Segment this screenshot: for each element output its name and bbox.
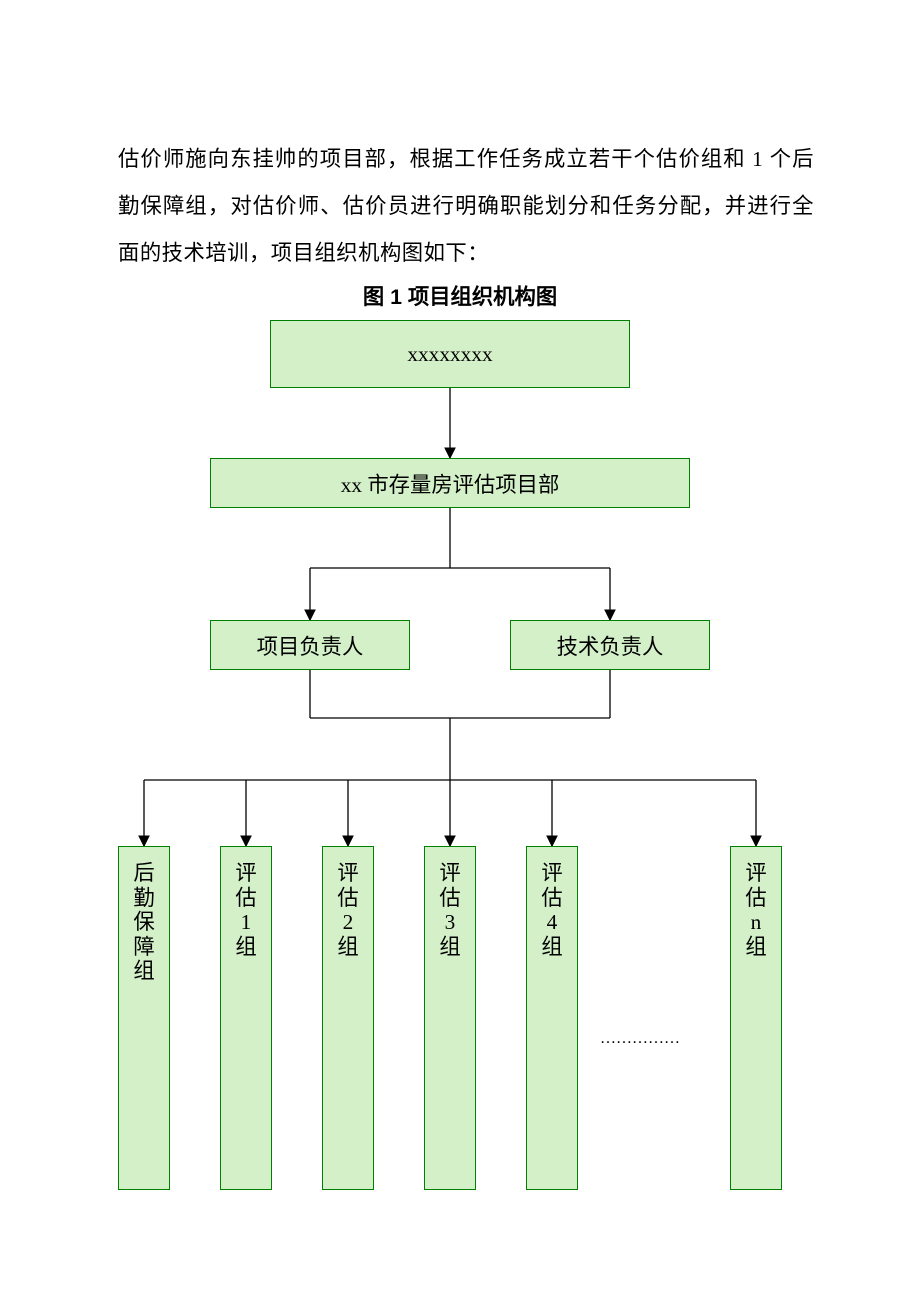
- node-log: 后勤保障组: [118, 846, 170, 1190]
- page: 估价师施向东挂帅的项目部，根据工作任务成立若干个估价组和 1 个后勤保障组，对估…: [0, 0, 920, 1302]
- node-root: xxxxxxxx: [270, 320, 630, 388]
- figure-caption: 图 1 项目组织机构图: [0, 280, 920, 311]
- node-gn: 评估n组: [730, 846, 782, 1190]
- node-g4: 评估4组: [526, 846, 578, 1190]
- node-g3: 评估3组: [424, 846, 476, 1190]
- node-g2: 评估2组: [322, 846, 374, 1190]
- node-g1: 评估1组: [220, 846, 272, 1190]
- org-chart: …………… xxxxxxxx xx 市存量房评估项目部项目负责人 技术负责人后勤保障…: [0, 310, 920, 1220]
- node-tech: 技术负责人: [510, 620, 710, 670]
- intro-paragraph: 估价师施向东挂帅的项目部，根据工作任务成立若干个估价组和 1 个后勤保障组，对估…: [118, 136, 814, 277]
- node-pm: 项目负责人: [210, 620, 410, 670]
- node-dept: xx 市存量房评估项目部: [210, 458, 690, 508]
- ellipsis: ……………: [600, 1030, 680, 1048]
